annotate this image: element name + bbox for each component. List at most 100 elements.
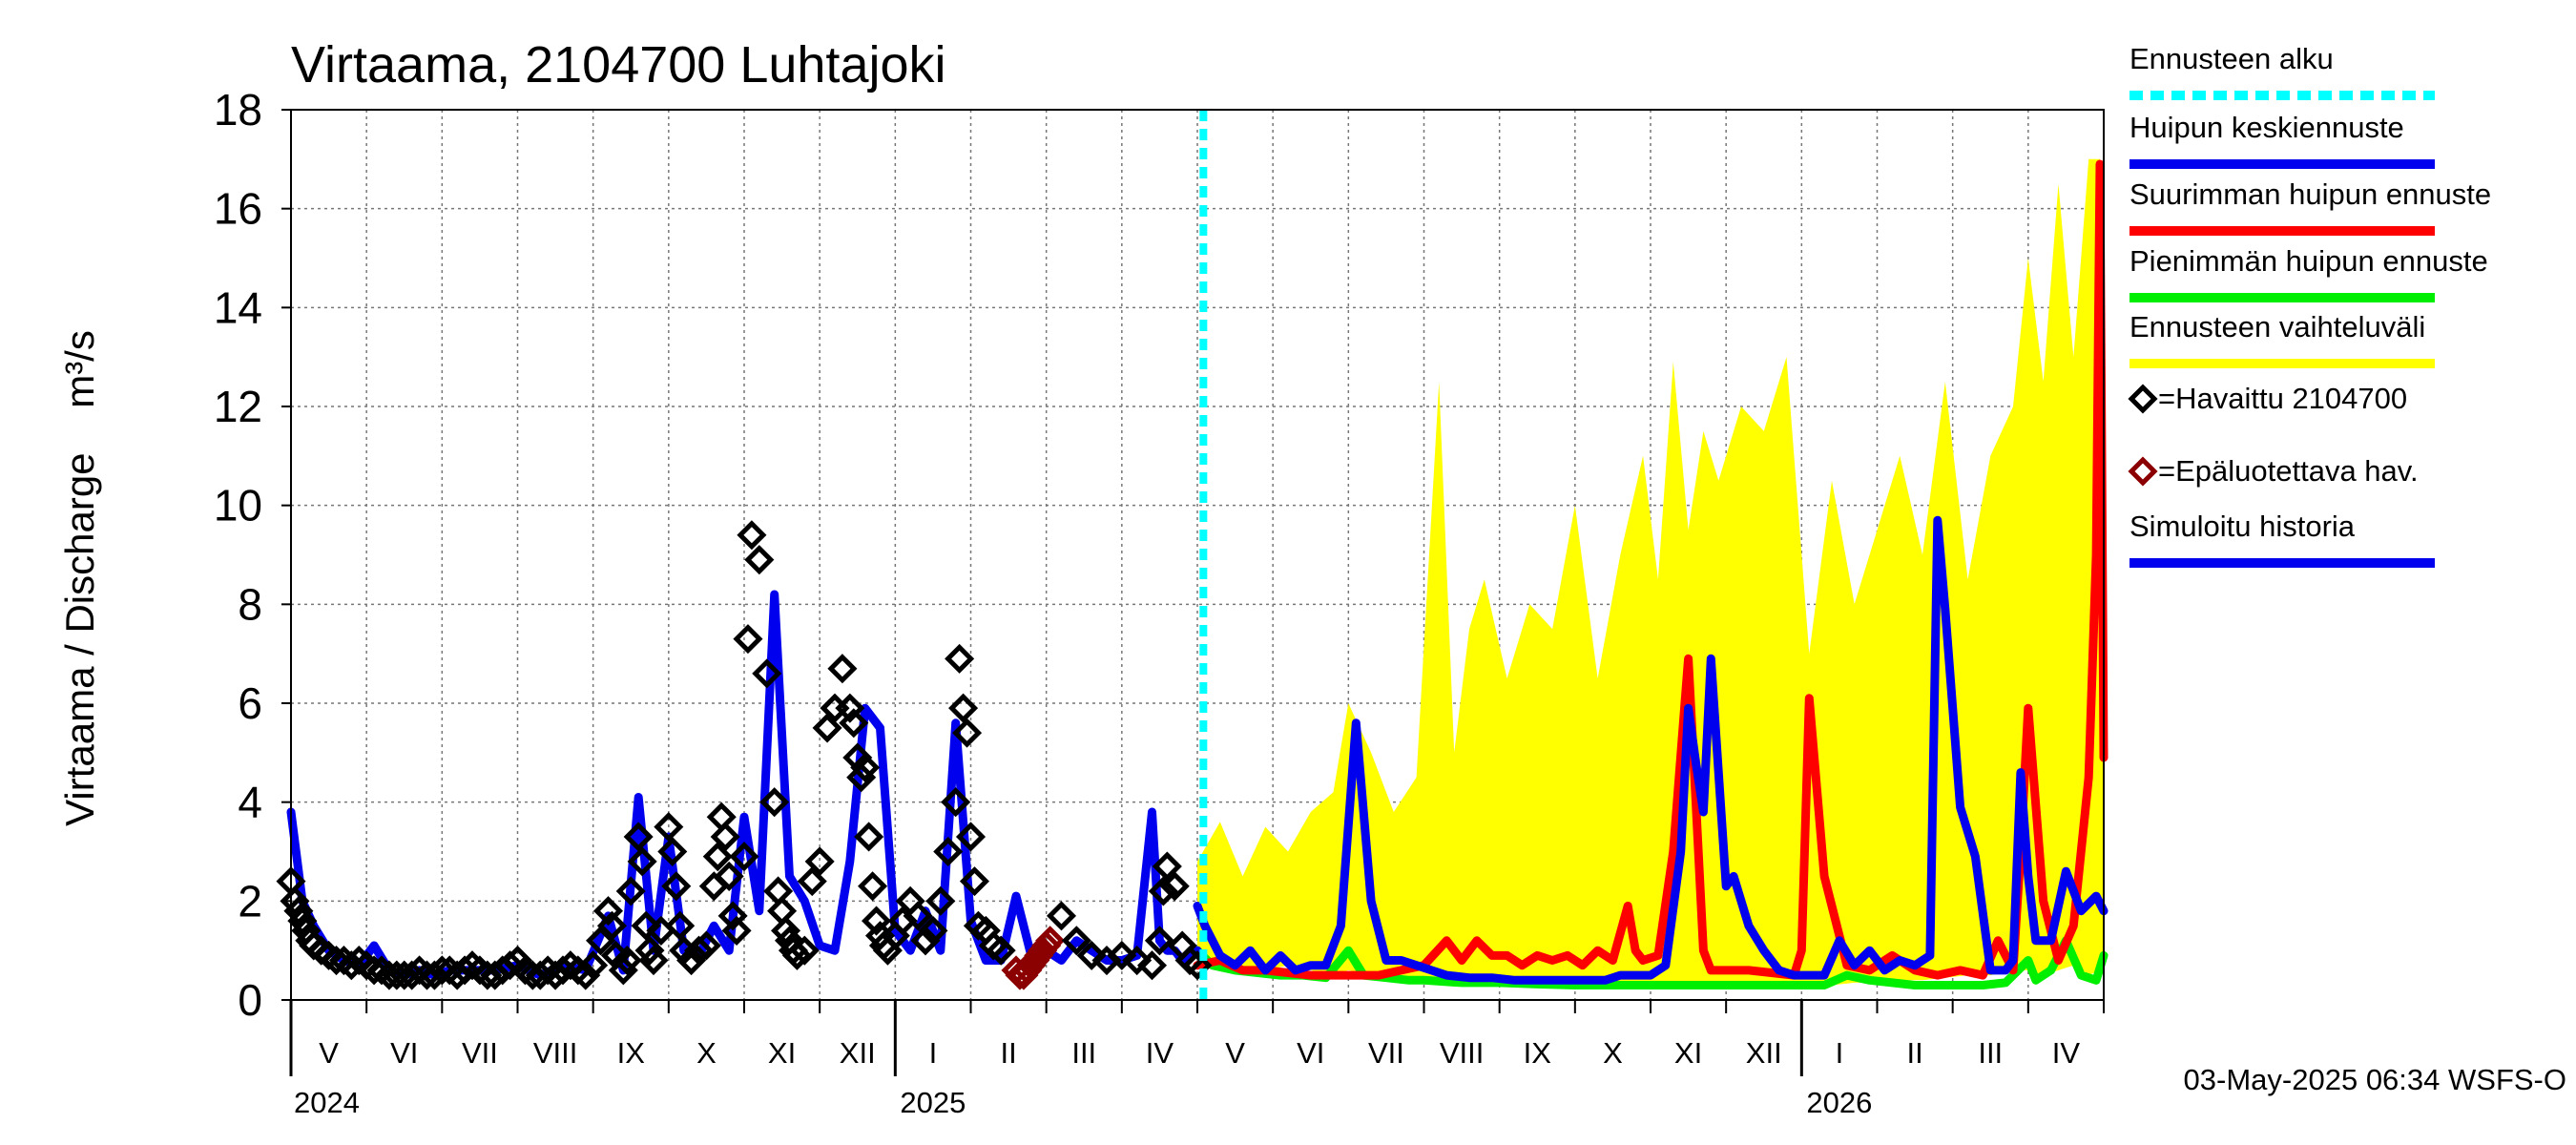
observed-point <box>1152 851 1182 882</box>
month-label: I <box>1836 1036 1844 1070</box>
observed-point <box>797 866 827 897</box>
observed-point <box>941 787 971 818</box>
observed-point <box>1122 945 1153 976</box>
observed-point <box>714 861 744 891</box>
legend-marker <box>2128 384 2158 414</box>
month-label: II <box>1000 1036 1016 1070</box>
month-label: VI <box>1297 1036 1324 1070</box>
legend-label: =Epäluotettava hav. <box>2158 454 2419 488</box>
month-label: III <box>1978 1036 2003 1070</box>
observed-point <box>959 866 989 897</box>
observed-point <box>858 871 888 902</box>
observed-point <box>596 910 627 941</box>
y-tick-label: 12 <box>214 382 262 431</box>
observed-point <box>1107 940 1137 970</box>
observed-point <box>592 896 624 926</box>
month-label: VI <box>390 1036 418 1070</box>
observed-point <box>661 871 692 902</box>
observed-point <box>280 885 310 916</box>
month-label: VIII <box>1440 1036 1485 1070</box>
observed-point <box>1144 926 1174 956</box>
y-tick-label: 18 <box>214 85 262 135</box>
observed-point <box>933 836 964 867</box>
observed-point <box>615 876 646 906</box>
y-tick-label: 16 <box>214 184 262 234</box>
observed-point <box>287 906 318 936</box>
observed-point <box>710 822 740 852</box>
observed-point <box>854 822 884 852</box>
observed-point <box>691 930 721 961</box>
month-label: XII <box>840 1036 876 1070</box>
observed-point <box>903 901 933 931</box>
observed-point <box>955 822 987 852</box>
observed-point <box>654 812 684 843</box>
observed-point <box>1046 901 1077 931</box>
observed-point <box>827 654 858 684</box>
timestamp-footer: 03-May-2025 06:34 WSFS-O <box>2184 1063 2566 1096</box>
legend-label: Huipun keskiennuste <box>2129 111 2404 144</box>
observed-point <box>752 658 782 689</box>
forecast-range-band <box>1197 158 2104 986</box>
observed-point <box>1076 940 1107 970</box>
observed-point <box>839 708 869 739</box>
month-label: XI <box>1674 1036 1702 1070</box>
y-tick-label: 0 <box>238 975 262 1025</box>
observed-point <box>631 910 661 941</box>
observed-point <box>925 885 956 916</box>
observed-point <box>737 520 767 551</box>
month-label: X <box>696 1036 717 1070</box>
observed-point <box>623 822 654 852</box>
month-label: IX <box>1524 1036 1552 1070</box>
month-label: XI <box>768 1036 796 1070</box>
month-label: VII <box>1368 1036 1404 1070</box>
legend-label: Pienimmän huipun ennuste <box>2129 244 2488 278</box>
unreliable-observed-point <box>1035 926 1066 956</box>
observed-point <box>359 955 389 986</box>
observed-point <box>835 693 865 723</box>
y-tick-label: 14 <box>214 282 262 332</box>
month-label: V <box>319 1036 339 1070</box>
observed-point <box>657 836 688 867</box>
observed-point <box>634 935 665 966</box>
observed-point <box>759 787 790 818</box>
observed-point <box>733 624 763 655</box>
year-label: 2024 <box>294 1086 360 1119</box>
y-tick-label: 10 <box>214 481 262 531</box>
observed-point <box>676 945 707 976</box>
month-label: V <box>1225 1036 1245 1070</box>
month-label: II <box>1906 1036 1922 1070</box>
observed-point <box>702 842 733 872</box>
observed-point <box>862 906 892 936</box>
y-tick-label: 4 <box>238 778 262 827</box>
observed-point <box>578 950 609 981</box>
y-axis-label: Virtaama / Discharge m³/s <box>57 330 102 826</box>
observed-point <box>771 915 801 946</box>
observed-point <box>627 846 657 877</box>
observed-point <box>321 945 352 976</box>
legend-label: Ennusteen vaihteluväli <box>2129 310 2425 344</box>
month-label: III <box>1071 1036 1096 1070</box>
y-tick-label: 2 <box>238 876 262 926</box>
observed-point <box>638 945 669 976</box>
observed-point <box>495 950 526 981</box>
legend-label: Ennusteen alku <box>2129 42 2334 75</box>
observed-point <box>744 545 775 575</box>
observed-point <box>918 915 948 946</box>
month-label: I <box>929 1036 938 1070</box>
month-label: VII <box>462 1036 498 1070</box>
observed-point <box>789 935 820 966</box>
observed-point <box>1136 950 1168 981</box>
observed-point <box>1148 876 1178 906</box>
observed-point <box>721 915 752 946</box>
observed-point <box>952 718 983 748</box>
observed-point <box>1159 871 1190 902</box>
y-tick-label: 8 <box>238 579 262 629</box>
month-label: IV <box>2052 1036 2081 1070</box>
legend-label: =Havaittu 2104700 <box>2158 382 2407 415</box>
mean-peak-forecast-line <box>1193 515 2109 985</box>
observed-point <box>665 910 696 941</box>
observed-point <box>1061 926 1091 956</box>
observed-point <box>571 960 601 990</box>
observed-point <box>804 846 835 877</box>
